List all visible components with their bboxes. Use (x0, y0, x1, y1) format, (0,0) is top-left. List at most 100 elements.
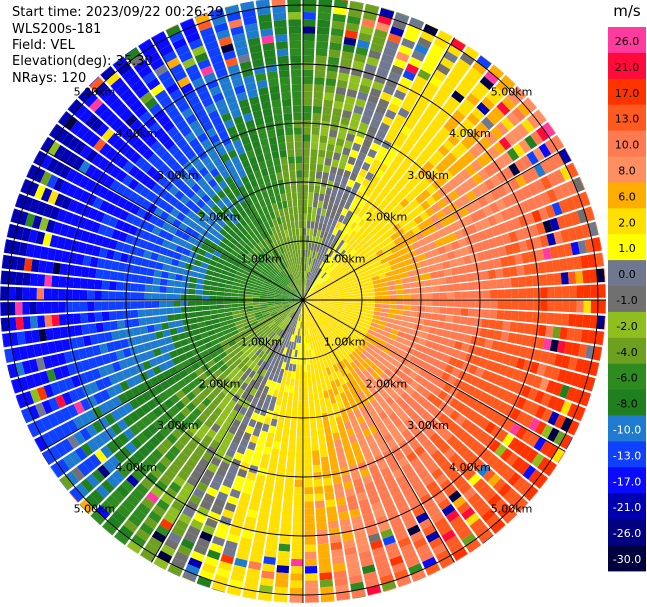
velocity-gate (414, 204, 425, 215)
velocity-gate (367, 249, 376, 257)
velocity-gate (303, 127, 311, 135)
velocity-gate (342, 233, 350, 242)
velocity-gate (439, 253, 449, 262)
velocity-gate (361, 178, 371, 188)
velocity-gate (430, 248, 440, 257)
velocity-gate (363, 108, 374, 119)
velocity-gate (493, 141, 506, 155)
velocity-gate (305, 286, 309, 294)
velocity-gate (496, 184, 508, 198)
velocity-gate (312, 464, 322, 473)
velocity-gate (336, 167, 345, 177)
velocity-gate (454, 185, 466, 197)
velocity-gate (380, 209, 389, 218)
velocity-gate (509, 321, 518, 333)
velocity-gate (323, 292, 332, 296)
velocity-gate (413, 142, 425, 154)
velocity-gate (445, 276, 454, 284)
velocity-gate (319, 270, 326, 278)
velocity-gate (460, 137, 474, 150)
velocity-gate (546, 172, 559, 187)
velocity-gate (414, 43, 429, 56)
velocity-gate (340, 176, 349, 186)
velocity-gate (535, 126, 550, 142)
velocity-gate (303, 343, 306, 351)
velocity-gate (346, 271, 355, 277)
velocity-gate (414, 75, 428, 88)
velocity-gate (399, 198, 410, 208)
velocity-gate (355, 257, 364, 265)
velocity-gate (304, 450, 312, 459)
velocity-gate (332, 152, 342, 161)
velocity-gate (448, 70, 463, 84)
velocity-gate (426, 184, 437, 195)
velocity-gate (401, 315, 410, 322)
velocity-gate (413, 215, 424, 225)
velocity-gate (304, 436, 311, 444)
velocity-gate (439, 292, 447, 299)
velocity-gate (204, 320, 213, 327)
velocity-gate (398, 176, 409, 187)
velocity-gate (277, 390, 284, 399)
velocity-gate (442, 169, 454, 182)
velocity-gate (459, 274, 468, 283)
velocity-gate (329, 534, 342, 544)
velocity-gate (209, 309, 218, 315)
velocity-gate (533, 179, 546, 193)
velocity-gate (289, 602, 303, 603)
velocity-gate (303, 429, 311, 437)
velocity-gate (506, 147, 520, 162)
velocity-gate (343, 244, 351, 252)
velocity-gate (369, 252, 378, 260)
velocity-gate (306, 220, 311, 229)
velocity-gate (435, 209, 446, 220)
velocity-gate (358, 250, 367, 258)
velocity-gate (391, 171, 402, 182)
velocity-gate (327, 520, 340, 529)
velocity-gate (308, 290, 315, 296)
velocity-gate (303, 400, 309, 408)
velocity-gate (252, 295, 261, 298)
velocity-gate (378, 146, 389, 156)
velocity-gate (314, 275, 320, 283)
velocity-gate (159, 308, 167, 316)
velocity-gate (578, 191, 590, 207)
velocity-gate (303, 379, 308, 387)
velocity-gate (370, 271, 379, 278)
velocity-gate (130, 292, 138, 300)
velocity-gate (456, 218, 467, 229)
velocity-gate (425, 293, 433, 300)
velocity-gate (408, 316, 417, 324)
velocity-gate (15, 271, 24, 286)
velocity-gate (303, 156, 310, 164)
velocity-gate (549, 217, 560, 232)
velocity-gate (308, 279, 312, 287)
velocity-gate (447, 232, 458, 243)
velocity-gate (370, 200, 380, 210)
velocity-gate (396, 166, 407, 177)
velocity-gate (275, 572, 289, 581)
velocity-gate (386, 275, 395, 282)
velocity-gate (346, 15, 361, 25)
velocity-gate (364, 245, 373, 253)
velocity-gate (360, 267, 369, 274)
velocity-gate (173, 287, 182, 294)
velocity-gate (360, 193, 369, 203)
velocity-gate (308, 291, 316, 297)
velocity-gate (231, 300, 239, 304)
velocity-gate (319, 281, 327, 288)
velocity-gate (318, 279, 325, 286)
velocity-gate (603, 315, 606, 331)
velocity-gate (402, 223, 412, 233)
velocity-gate (319, 572, 333, 581)
velocity-gate (390, 232, 400, 241)
velocity-gate (374, 223, 383, 233)
velocity-gate (307, 206, 313, 215)
velocity-gate (351, 142, 362, 152)
velocity-gate (381, 308, 389, 313)
velocity-gate (420, 189, 431, 200)
velocity-gate (116, 272, 126, 282)
velocity-gate (344, 284, 352, 289)
velocity-gate (404, 136, 417, 148)
velocity-gate (447, 44, 462, 58)
